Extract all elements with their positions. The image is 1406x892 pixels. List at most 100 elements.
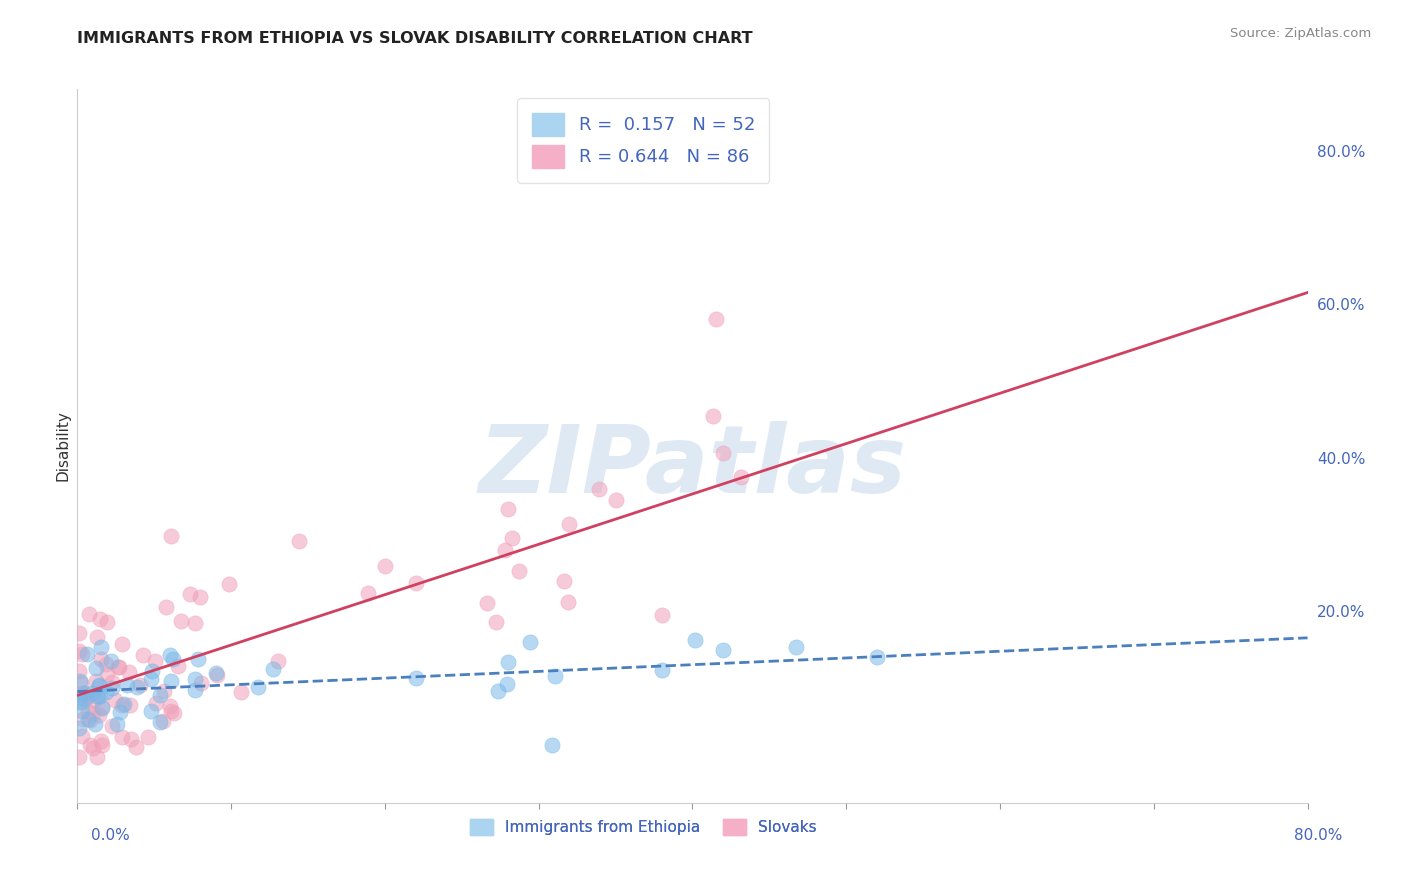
Point — [90, 734, 112, 748]
Text: 80.0%: 80.0% — [1295, 828, 1343, 843]
Text: ZIPatlas: ZIPatlas — [478, 421, 907, 514]
Point — [82, 740, 104, 755]
Point — [69, 673, 91, 688]
Point — [76, 705, 98, 719]
Point — [67, 625, 90, 640]
Point — [475, 595, 498, 609]
Y-axis label: Disability: Disability — [55, 410, 70, 482]
Point — [86, 630, 108, 644]
Point — [76, 712, 98, 726]
Point — [187, 651, 209, 665]
Point — [405, 575, 427, 590]
Point — [89, 690, 111, 704]
Point — [70, 705, 93, 719]
Point — [120, 731, 142, 746]
Point — [73, 686, 96, 700]
Point — [89, 612, 111, 626]
Point — [190, 676, 212, 690]
Point — [163, 706, 186, 720]
Point — [405, 671, 427, 685]
Point — [704, 312, 727, 326]
Point — [711, 643, 734, 657]
Point — [141, 672, 163, 686]
Point — [170, 614, 193, 628]
Point — [605, 492, 627, 507]
Point — [160, 704, 183, 718]
Point — [231, 685, 253, 699]
Point — [80, 686, 103, 700]
Point — [162, 651, 184, 665]
Point — [77, 607, 100, 622]
Point — [501, 531, 523, 545]
Point — [87, 690, 110, 705]
Point — [184, 615, 207, 630]
Point — [72, 647, 94, 661]
Point — [262, 662, 284, 676]
Point — [711, 446, 734, 460]
Point — [84, 661, 107, 675]
Point — [247, 681, 270, 695]
Point — [76, 689, 98, 703]
Point — [120, 698, 142, 713]
Point — [138, 730, 160, 744]
Point — [90, 640, 112, 655]
Point — [496, 502, 519, 516]
Point — [167, 658, 190, 673]
Point — [70, 695, 93, 709]
Point — [160, 529, 183, 543]
Point — [866, 649, 889, 664]
Point — [82, 706, 104, 720]
Point — [128, 678, 150, 692]
Point — [152, 714, 174, 729]
Text: Source: ZipAtlas.com: Source: ZipAtlas.com — [1230, 27, 1371, 40]
Point — [111, 731, 134, 745]
Point — [86, 689, 108, 703]
Point — [143, 654, 166, 668]
Point — [495, 543, 517, 558]
Point — [79, 738, 101, 752]
Point — [104, 693, 127, 707]
Point — [218, 577, 240, 591]
Point — [155, 599, 177, 614]
Point — [100, 719, 122, 733]
Point — [651, 663, 673, 677]
Point — [84, 673, 107, 688]
Point — [96, 667, 118, 681]
Point — [84, 716, 107, 731]
Point — [553, 574, 575, 588]
Point — [558, 516, 581, 531]
Point — [86, 749, 108, 764]
Point — [496, 655, 519, 669]
Point — [91, 739, 114, 753]
Point — [785, 640, 807, 655]
Point — [125, 680, 148, 694]
Point — [288, 534, 311, 549]
Point — [100, 654, 122, 668]
Point — [111, 698, 134, 712]
Point — [87, 707, 110, 722]
Point — [72, 712, 94, 726]
Point — [91, 699, 114, 714]
Point — [96, 615, 118, 629]
Point — [83, 693, 105, 707]
Point — [683, 632, 706, 647]
Point — [508, 564, 530, 578]
Point — [107, 659, 129, 673]
Point — [76, 690, 98, 704]
Point — [588, 482, 610, 496]
Point — [101, 675, 124, 690]
Point — [70, 676, 93, 690]
Point — [70, 730, 93, 744]
Point — [702, 409, 724, 423]
Point — [67, 690, 90, 705]
Point — [101, 681, 124, 695]
Point — [94, 657, 117, 672]
Point — [112, 697, 135, 711]
Point — [183, 672, 205, 686]
Point — [557, 595, 579, 609]
Text: IMMIGRANTS FROM ETHIOPIA VS SLOVAK DISABILITY CORRELATION CHART: IMMIGRANTS FROM ETHIOPIA VS SLOVAK DISAB… — [77, 31, 754, 46]
Point — [72, 686, 94, 700]
Point — [107, 660, 129, 674]
Point — [485, 615, 508, 629]
Point — [159, 699, 181, 714]
